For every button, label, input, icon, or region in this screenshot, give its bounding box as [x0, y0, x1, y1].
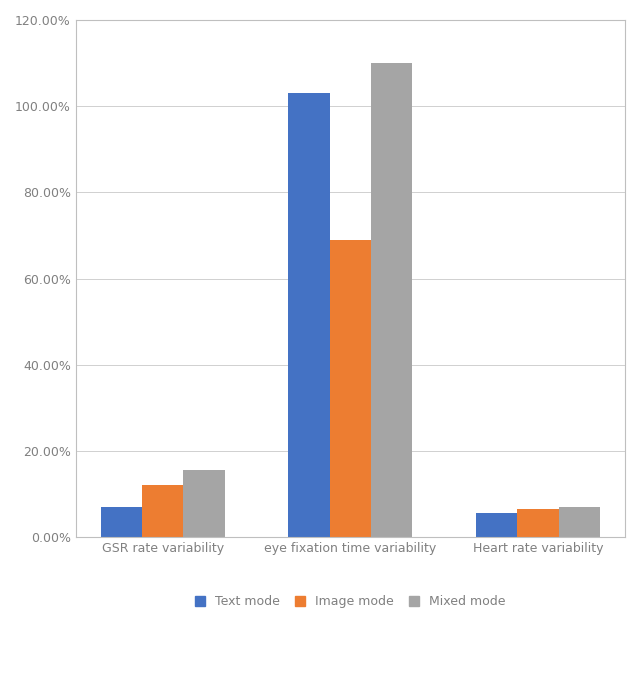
Bar: [142, 486, 183, 537]
Bar: [559, 507, 600, 537]
Bar: [476, 514, 517, 537]
Bar: [371, 63, 412, 537]
Bar: [289, 93, 330, 537]
Bar: [330, 240, 371, 537]
Bar: [183, 471, 225, 537]
Legend: Text mode, Image mode, Mixed mode: Text mode, Image mode, Mixed mode: [195, 595, 506, 608]
Bar: [100, 507, 142, 537]
Bar: [517, 509, 559, 537]
